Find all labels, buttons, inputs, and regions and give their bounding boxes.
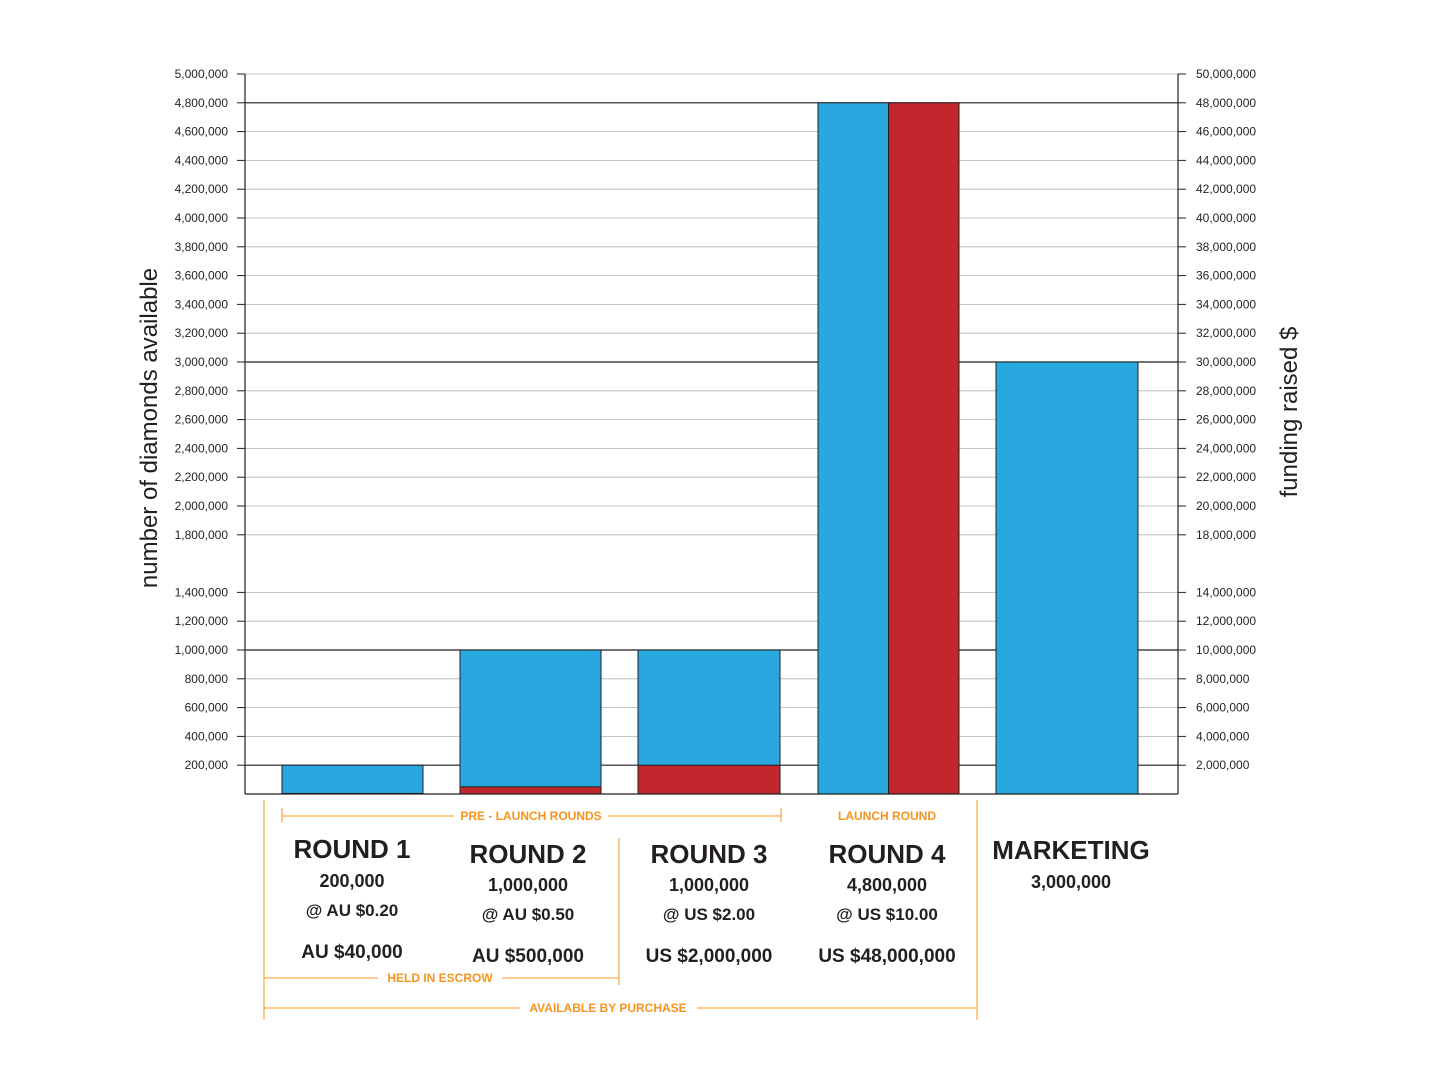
left-tick-label: 4,800,000 (175, 96, 229, 110)
axes (244, 74, 1179, 795)
left-tick-label: 200,000 (185, 758, 229, 772)
left-tick-label: 1,400,000 (175, 585, 229, 599)
round-price: @ US $2.00 (663, 905, 755, 924)
right-tick-label: 46,000,000 (1196, 125, 1256, 139)
round-name: ROUND 1 (293, 834, 410, 864)
right-tick-label: 12,000,000 (1196, 614, 1256, 628)
right-tick-label: 42,000,000 (1196, 182, 1256, 196)
launch-round-label: LAUNCH ROUND (838, 809, 936, 823)
left-tick-label: 1,800,000 (175, 528, 229, 542)
right-tick-label: 8,000,000 (1196, 672, 1250, 686)
right-tick-label: 30,000,000 (1196, 355, 1256, 369)
right-tick-label: 26,000,000 (1196, 413, 1256, 427)
left-tick-label: 3,600,000 (175, 269, 229, 283)
round-quantity: 3,000,000 (1031, 872, 1111, 892)
right-tick-label: 28,000,000 (1196, 384, 1256, 398)
left-axis-title: number of diamonds available (136, 268, 163, 588)
right-tick-label: 44,000,000 (1196, 153, 1256, 167)
round-price: @ AU $0.20 (306, 901, 399, 920)
bar-funding (637, 764, 781, 795)
left-tick-label: 5,000,000 (175, 67, 229, 81)
round-quantity: 200,000 (319, 871, 384, 891)
round-name: MARKETING (992, 835, 1149, 865)
bar-diamonds (281, 764, 424, 795)
round-price: @ AU $0.50 (482, 905, 575, 924)
bars (281, 102, 1139, 795)
round-total: US $2,000,000 (646, 946, 773, 967)
bar-funding (888, 102, 960, 795)
left-tick-label: 4,600,000 (175, 125, 229, 139)
round-group-annotations: PRE - LAUNCH ROUNDS LAUNCH ROUND HELD IN… (263, 800, 978, 1020)
bar-funding (459, 786, 602, 795)
round-quantity: 4,800,000 (847, 875, 927, 895)
held-in-escrow-label: HELD IN ESCROW (387, 971, 493, 985)
right-tick-label: 38,000,000 (1196, 240, 1256, 254)
left-tick-label: 4,000,000 (175, 211, 229, 225)
right-tick-label: 20,000,000 (1196, 499, 1256, 513)
left-tick-label: 400,000 (185, 729, 229, 743)
left-axis-ticks: 5,000,000 4,800,000 4,600,000 4,400,000 4,20… (175, 67, 245, 772)
right-tick-label: 2,000,000 (1196, 758, 1250, 772)
right-tick-label: 6,000,000 (1196, 701, 1250, 715)
right-tick-label: 24,000,000 (1196, 441, 1256, 455)
left-tick-label: 3,800,000 (175, 240, 229, 254)
right-tick-label: 10,000,000 (1196, 643, 1256, 657)
round-total: AU $40,000 (301, 942, 402, 963)
bar-diamonds (995, 361, 1139, 795)
right-tick-label: 14,000,000 (1196, 585, 1256, 599)
round-name: ROUND 4 (828, 839, 946, 869)
right-tick-label: 34,000,000 (1196, 297, 1256, 311)
left-tick-label: 2,000,000 (175, 499, 229, 513)
left-tick-label: 1,000,000 (175, 643, 229, 657)
right-axis-title: funding raised $ (1276, 327, 1303, 498)
right-tick-label: 50,000,000 (1196, 67, 1256, 81)
pre-launch-rounds-label: PRE - LAUNCH ROUNDS (460, 809, 601, 823)
round-quantity: 1,000,000 (488, 875, 568, 895)
right-tick-label: 22,000,000 (1196, 470, 1256, 484)
available-by-purchase-label: AVAILABLE BY PURCHASE (529, 1001, 686, 1015)
left-tick-label: 600,000 (185, 701, 229, 715)
round-price: @ US $10.00 (836, 905, 938, 924)
round-name: ROUND 2 (469, 839, 586, 869)
round-name: ROUND 3 (650, 839, 767, 869)
right-tick-label: 48,000,000 (1196, 96, 1256, 110)
left-tick-label: 800,000 (185, 672, 229, 686)
bar-diamonds (817, 102, 889, 795)
right-tick-label: 32,000,000 (1196, 326, 1256, 340)
round-total: AU $500,000 (472, 946, 584, 967)
left-tick-label: 1,200,000 (175, 614, 229, 628)
left-tick-label: 2,600,000 (175, 413, 229, 427)
left-tick-label: 2,400,000 (175, 441, 229, 455)
left-tick-label: 4,200,000 (175, 182, 229, 196)
round-quantity: 1,000,000 (669, 875, 749, 895)
left-tick-label: 2,800,000 (175, 384, 229, 398)
right-tick-label: 4,000,000 (1196, 729, 1250, 743)
left-tick-label: 4,400,000 (175, 153, 229, 167)
round-labels: ROUND 1 200,000 @ AU $0.20 AU $40,000 ROUND … (293, 834, 1149, 967)
left-tick-label: 3,400,000 (175, 297, 229, 311)
right-tick-label: 36,000,000 (1196, 269, 1256, 283)
left-tick-label: 3,000,000 (175, 355, 229, 369)
right-axis-ticks: 50,000,000 48,000,000 46,000,000 44,000,000… (1178, 67, 1256, 772)
right-tick-label: 18,000,000 (1196, 528, 1256, 542)
bar-diamonds (459, 649, 602, 795)
left-tick-label: 3,200,000 (175, 326, 229, 340)
left-tick-label: 2,200,000 (175, 470, 229, 484)
round-total: US $48,000,000 (818, 946, 955, 967)
right-tick-label: 40,000,000 (1196, 211, 1256, 225)
